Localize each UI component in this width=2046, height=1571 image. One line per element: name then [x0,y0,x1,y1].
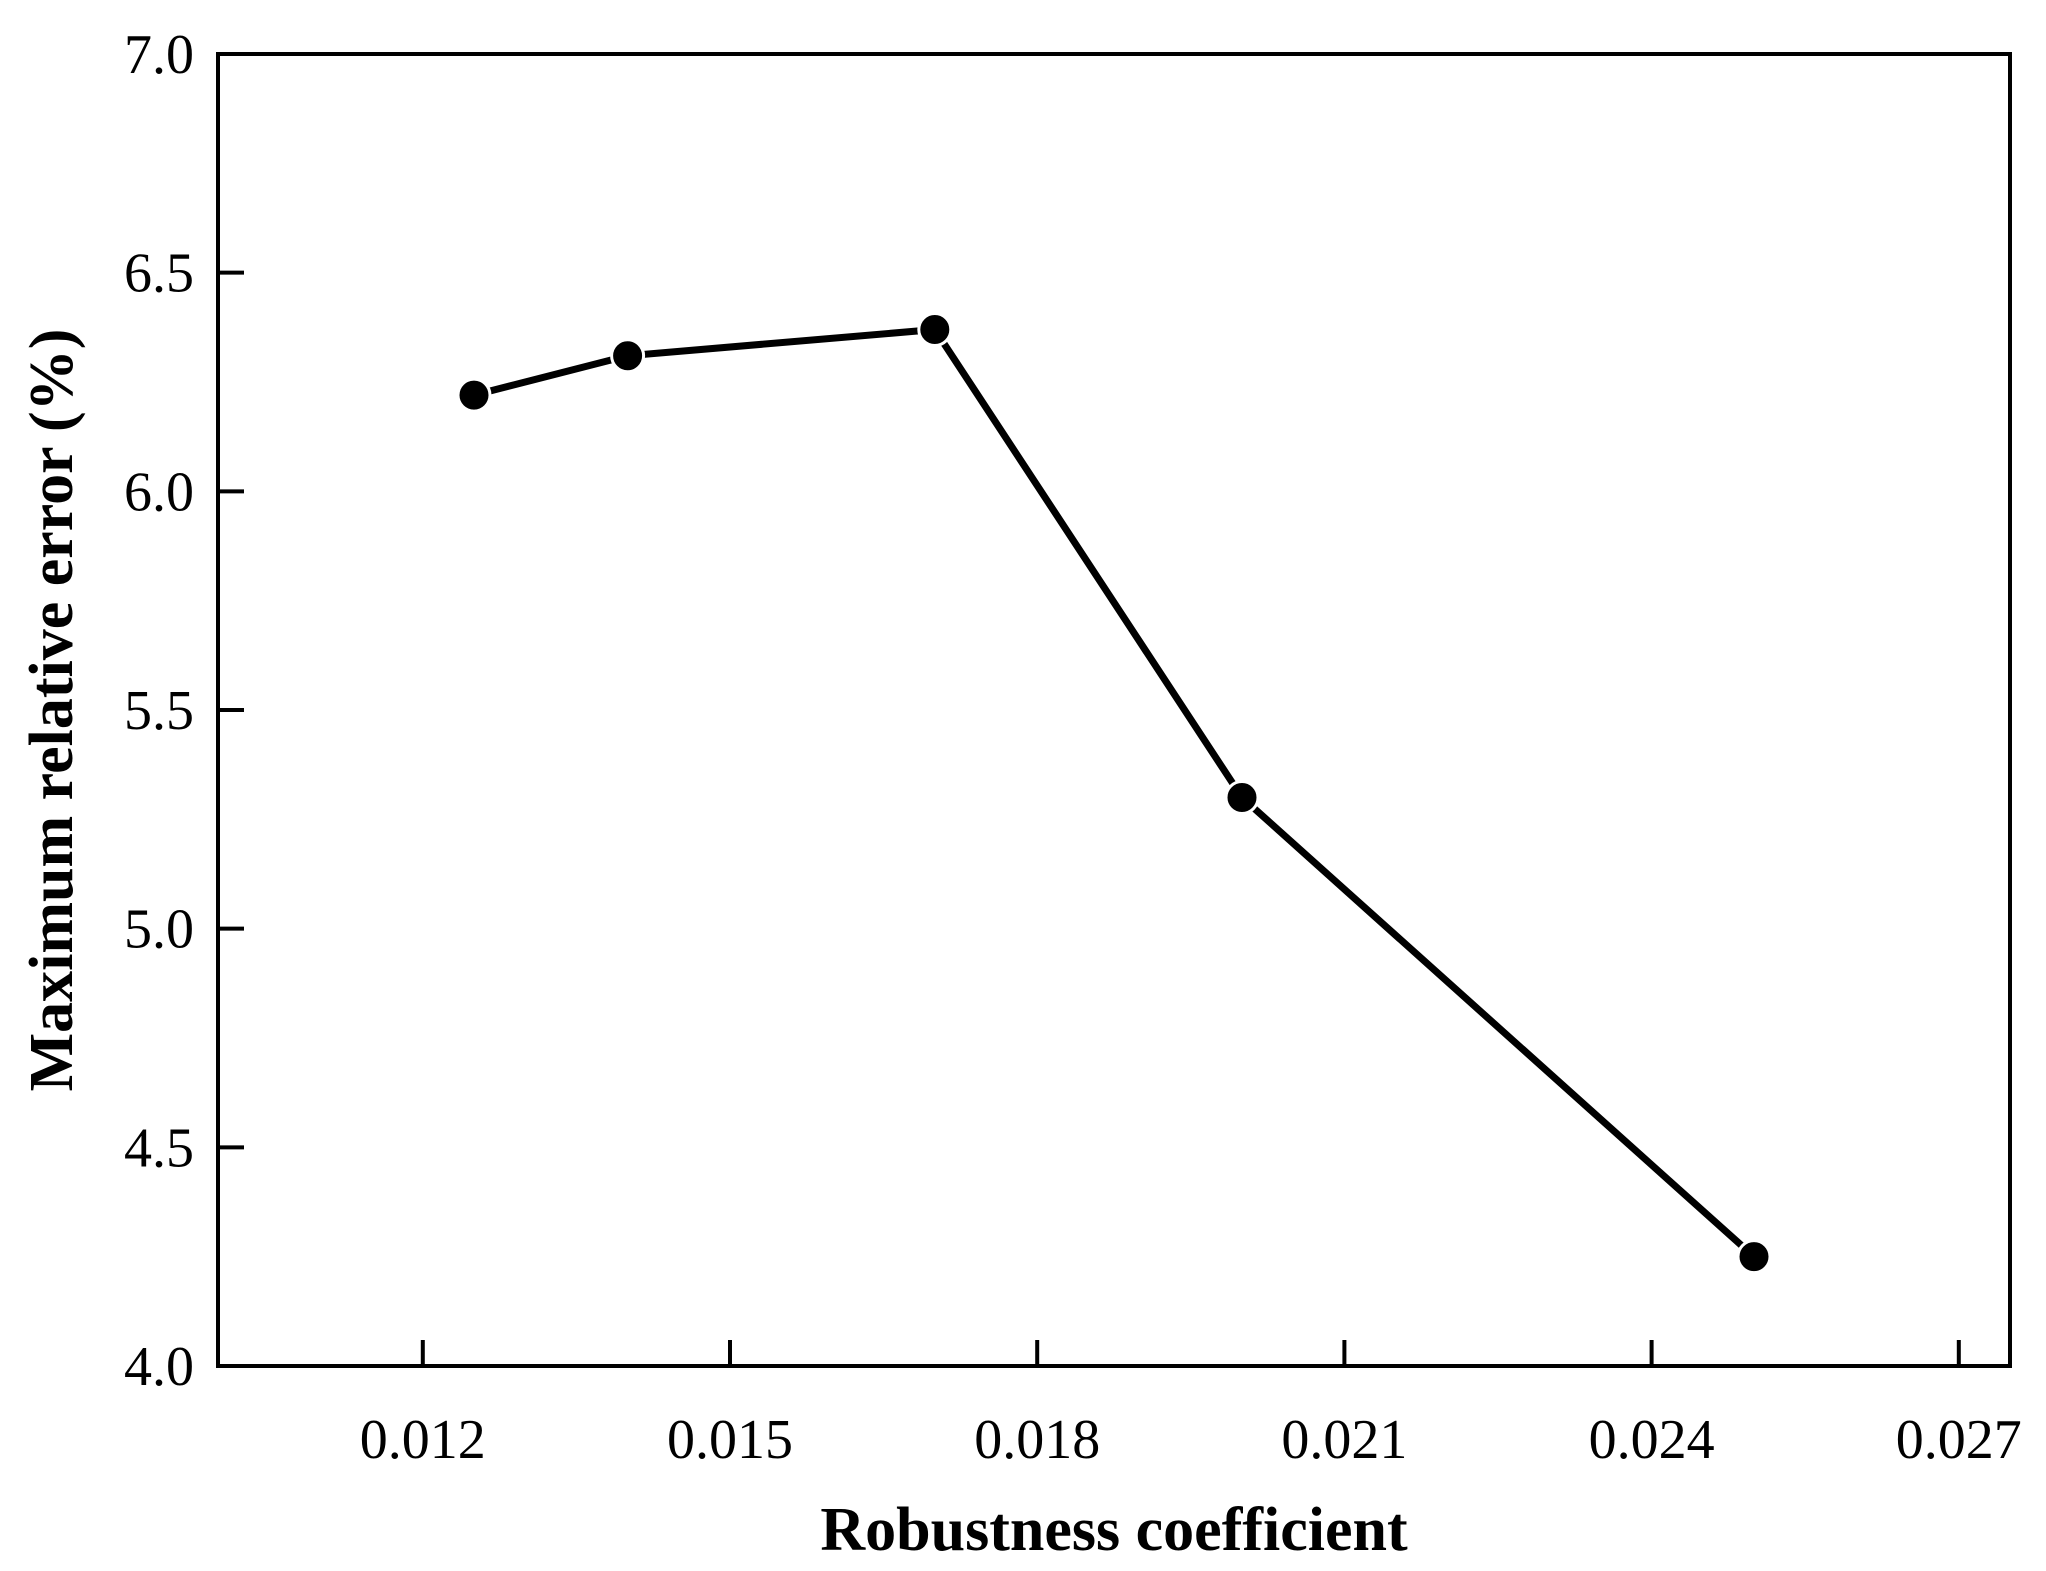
y-tick-label: 4.5 [124,1117,194,1179]
y-tick-label: 5.0 [124,899,194,961]
data-point [456,377,492,413]
data-point [1736,1239,1772,1275]
y-tick-label: 5.5 [124,680,194,742]
data-point [610,338,646,374]
x-tick-label: 0.015 [667,1409,793,1471]
x-axis-title: Robustness coefficient [820,1496,1408,1564]
x-tick-label: 0.027 [1896,1409,2022,1471]
y-tick-label: 6.0 [124,461,194,523]
data-point [917,312,953,348]
x-tick-label: 0.021 [1281,1409,1407,1471]
x-tick-label: 0.018 [974,1409,1100,1471]
y-axis-title: Maximum relative error (%) [18,329,86,1092]
plot-frame [216,52,2012,1368]
series-line [473,326,1757,1260]
y-tick-label: 4.0 [124,1336,194,1398]
x-tick-label: 0.024 [1589,1409,1715,1471]
y-tick-label: 7.0 [124,24,194,86]
data-point [1224,779,1260,815]
y-tick-label: 6.5 [124,243,194,305]
x-tick-label: 0.012 [360,1409,486,1471]
